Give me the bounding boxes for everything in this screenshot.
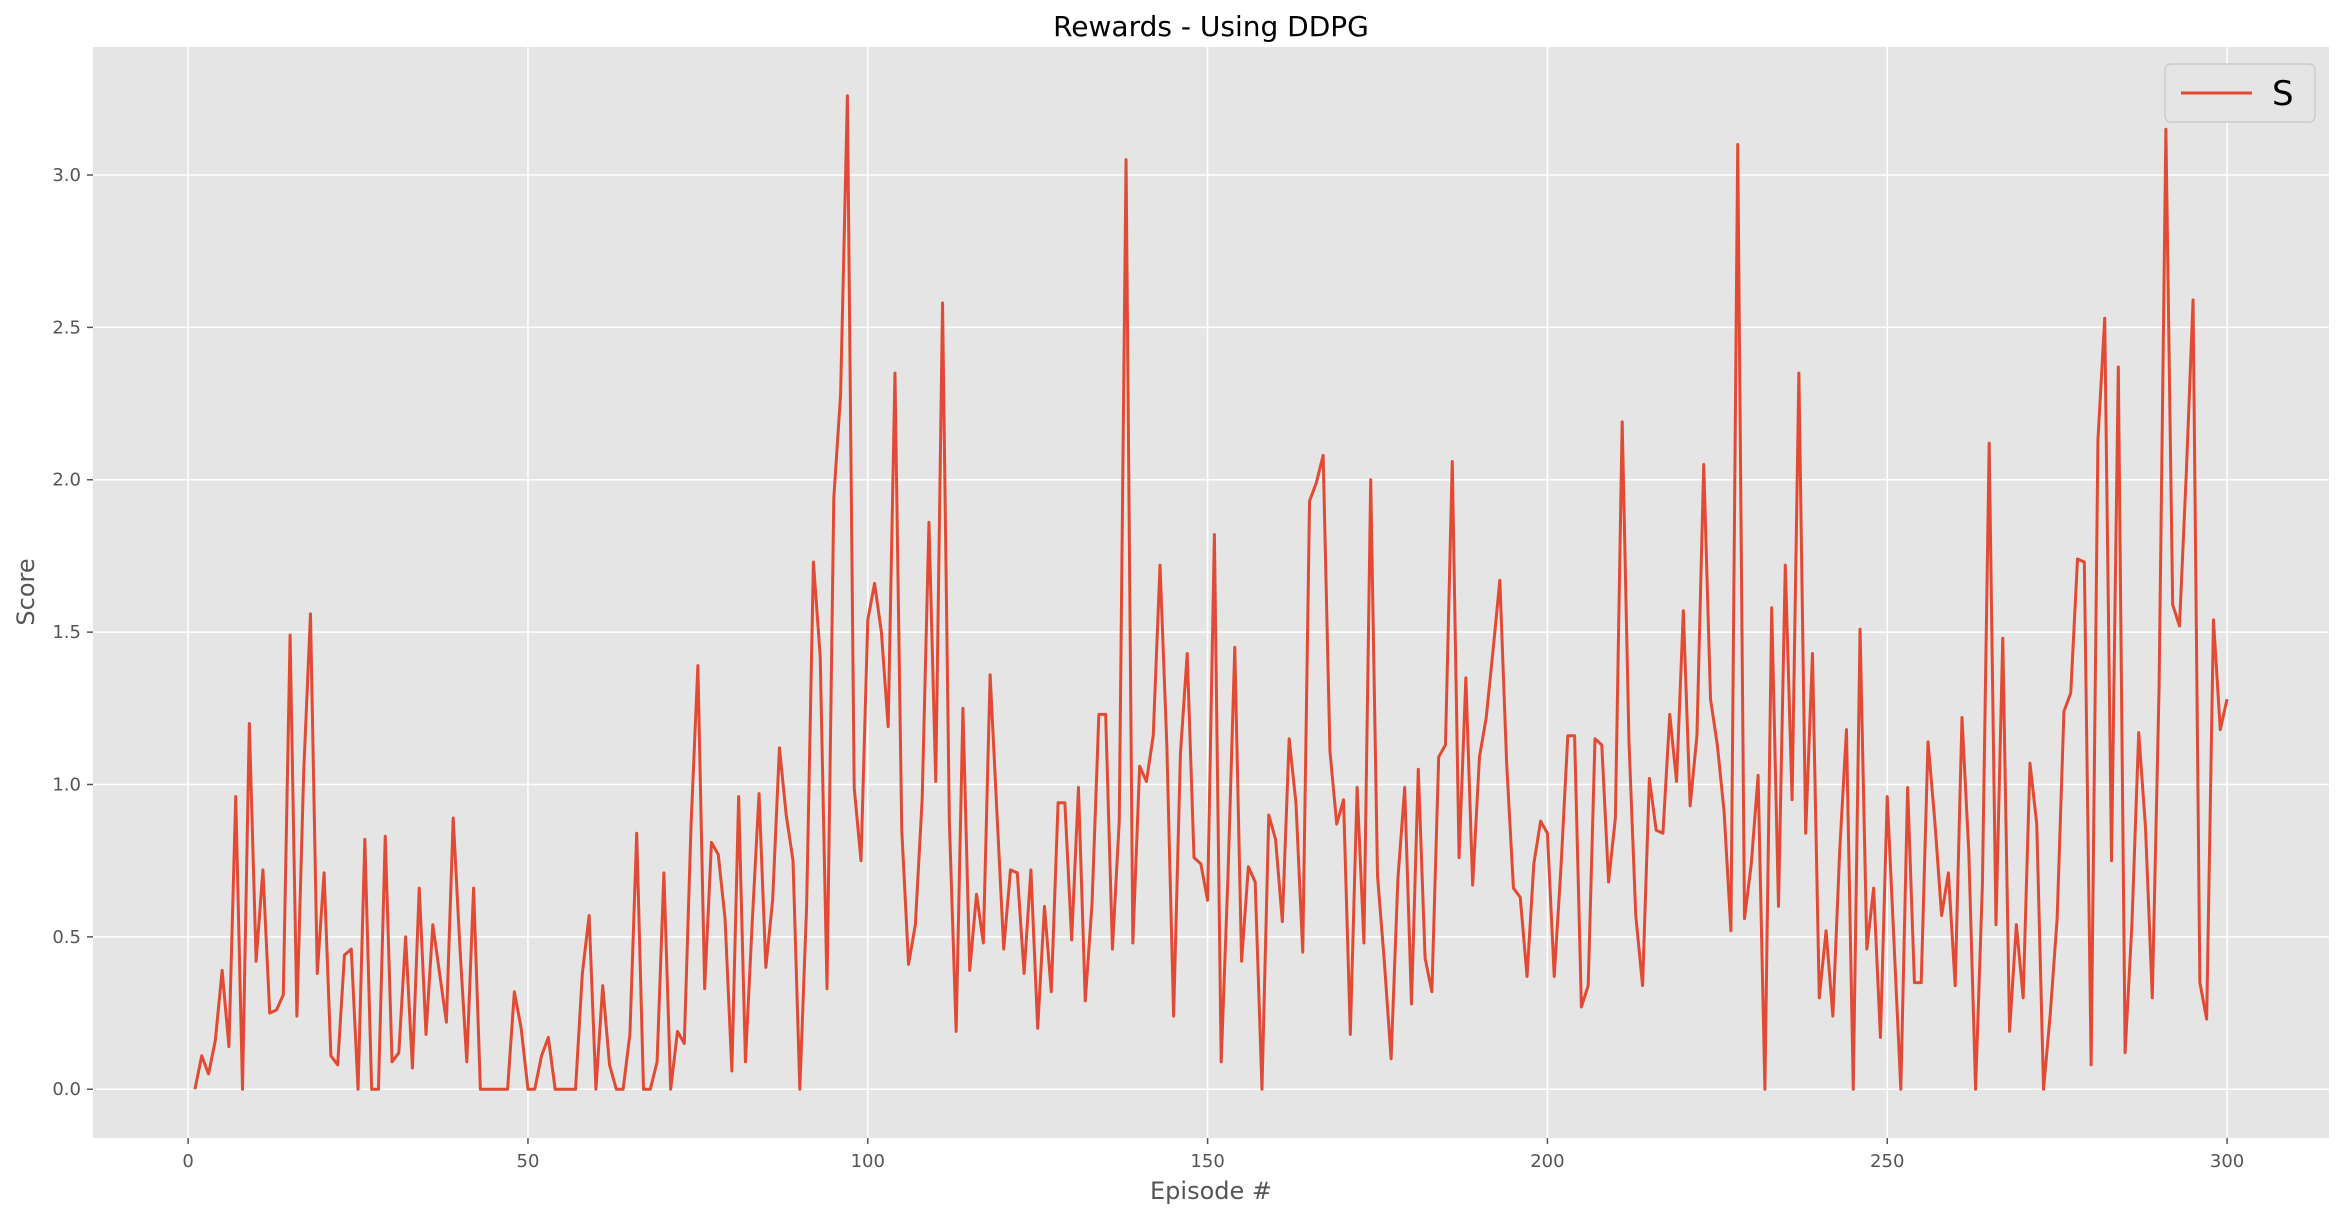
legend: S xyxy=(2164,63,2316,123)
y-axis-label: Score xyxy=(12,558,40,625)
y-tick-label: 1.0 xyxy=(52,774,81,795)
x-axis-label: Episode # xyxy=(1150,1177,1272,1205)
x-tick-label: 150 xyxy=(1190,1151,1224,1172)
x-tick-label: 250 xyxy=(1870,1151,1904,1172)
chart-title: Rewards - Using DDPG xyxy=(1053,10,1369,43)
y-tick-label: 3.0 xyxy=(52,165,81,186)
x-axis-ticks: 0 50 100 150 200 250 300 xyxy=(182,1138,2244,1172)
x-tick-label: 50 xyxy=(517,1151,540,1172)
series-line-S xyxy=(193,94,2229,1091)
grid-lines xyxy=(93,47,2329,1138)
y-tick-label: 1.5 xyxy=(52,622,81,643)
y-tick-label: 2.0 xyxy=(52,470,81,491)
x-tick-label: 100 xyxy=(851,1151,885,1172)
y-tick-label: 0.0 xyxy=(52,1079,81,1100)
x-tick-label: 0 xyxy=(182,1151,193,1172)
x-tick-label: 300 xyxy=(2210,1151,2244,1172)
y-tick-label: 0.5 xyxy=(52,927,81,948)
y-axis-ticks: 0.0 0.5 1.0 1.5 2.0 2.5 3.0 xyxy=(52,165,93,1100)
legend-label-S: S xyxy=(2272,74,2294,114)
y-tick-label: 2.5 xyxy=(52,317,81,338)
x-tick-label: 200 xyxy=(1530,1151,1564,1172)
